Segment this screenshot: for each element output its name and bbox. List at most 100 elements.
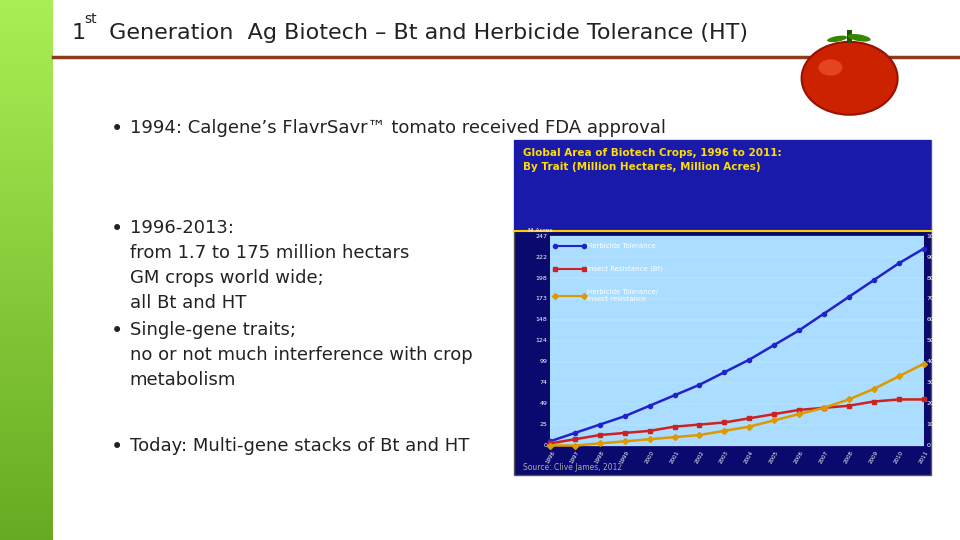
Bar: [0, 45, 53, 47]
Text: 2010: 2010: [893, 450, 904, 464]
Bar: [0, 18, 53, 20]
Bar: [0, 286, 53, 288]
Bar: [0, 290, 53, 292]
Bar: [0, 97, 53, 99]
Bar: [0, 131, 53, 133]
Bar: [0, 130, 53, 131]
Bar: [0, 333, 53, 335]
Ellipse shape: [818, 59, 843, 76]
Text: 74: 74: [540, 380, 547, 385]
Bar: [0, 295, 53, 297]
Bar: [0, 486, 53, 488]
Bar: [0, 74, 53, 76]
Text: Herbicide Tolerance: Herbicide Tolerance: [587, 243, 656, 249]
Text: 124: 124: [536, 339, 547, 343]
Bar: [0, 466, 53, 468]
Text: M Acres: M Acres: [528, 228, 553, 233]
Bar: [0, 414, 53, 416]
Text: Global Area of Biotech Crops, 1996 to 2011:
By Trait (Million Hectares, Million : Global Area of Biotech Crops, 1996 to 20…: [523, 148, 781, 172]
Bar: [0, 135, 53, 137]
Bar: [0, 76, 53, 77]
Bar: [0, 491, 53, 493]
Bar: [0, 11, 53, 12]
Bar: [0, 304, 53, 306]
Bar: [0, 427, 53, 428]
Bar: [0, 380, 53, 382]
Bar: [0, 385, 53, 387]
Bar: [0, 180, 53, 182]
Text: Today: Multi-gene stacks of Bt and HT: Today: Multi-gene stacks of Bt and HT: [130, 437, 469, 455]
Bar: [0, 146, 53, 147]
Text: Herbicide Tolerance/
Insect resistance: Herbicide Tolerance/ Insect resistance: [587, 289, 658, 302]
Bar: [0, 228, 53, 231]
Bar: [0, 387, 53, 389]
Bar: [0, 299, 53, 301]
Bar: [0, 498, 53, 501]
Text: •: •: [110, 321, 123, 341]
Bar: [0, 403, 53, 405]
Bar: [0, 501, 53, 502]
Bar: [0, 110, 53, 112]
Bar: [0, 452, 53, 454]
Bar: [0, 252, 53, 254]
Bar: [0, 393, 53, 394]
Bar: [0, 259, 53, 261]
Bar: [0, 140, 53, 142]
Bar: [0, 520, 53, 522]
Text: 50: 50: [926, 339, 934, 343]
Bar: [0, 166, 53, 167]
Bar: [0, 85, 53, 86]
Bar: [0, 371, 53, 373]
Bar: [0, 306, 53, 308]
Text: 247: 247: [536, 234, 547, 239]
Bar: [0, 247, 53, 248]
Bar: [0, 171, 53, 173]
Text: 1998: 1998: [594, 450, 606, 464]
Bar: [0, 20, 53, 22]
Bar: [0, 241, 53, 243]
Bar: [0, 144, 53, 146]
Bar: [0, 142, 53, 144]
Text: 60: 60: [926, 318, 934, 322]
Bar: [0, 444, 53, 447]
Bar: [0, 194, 53, 196]
Bar: [0, 353, 53, 355]
Bar: [0, 417, 53, 420]
Bar: [0, 32, 53, 34]
Bar: [0, 383, 53, 385]
Bar: [0, 42, 53, 43]
Bar: [0, 169, 53, 171]
Bar: [0, 463, 53, 464]
Bar: [0, 119, 53, 120]
Bar: [0, 173, 53, 174]
Bar: [0, 320, 53, 322]
Bar: [550, 236, 924, 446]
Bar: [0, 69, 53, 70]
Bar: [0, 106, 53, 108]
Bar: [0, 475, 53, 477]
Bar: [0, 497, 53, 498]
Bar: [0, 297, 53, 299]
Bar: [0, 506, 53, 508]
Bar: [0, 214, 53, 216]
Text: 49: 49: [540, 401, 547, 406]
Bar: [0, 288, 53, 290]
Bar: [0, 437, 53, 439]
Text: 2003: 2003: [719, 450, 730, 464]
Bar: [0, 382, 53, 383]
Text: •: •: [110, 119, 123, 139]
Text: 2008: 2008: [843, 450, 854, 464]
Text: 80: 80: [926, 275, 934, 281]
Bar: [0, 198, 53, 200]
Bar: [0, 22, 53, 23]
Bar: [0, 277, 53, 279]
Bar: [0, 232, 53, 234]
Bar: [0, 43, 53, 45]
Text: 20: 20: [926, 401, 934, 406]
Bar: [0, 72, 53, 74]
Text: 2004: 2004: [744, 450, 755, 464]
Bar: [0, 344, 53, 346]
Text: 10: 10: [926, 422, 934, 427]
Bar: [0, 470, 53, 471]
Bar: [0, 349, 53, 351]
